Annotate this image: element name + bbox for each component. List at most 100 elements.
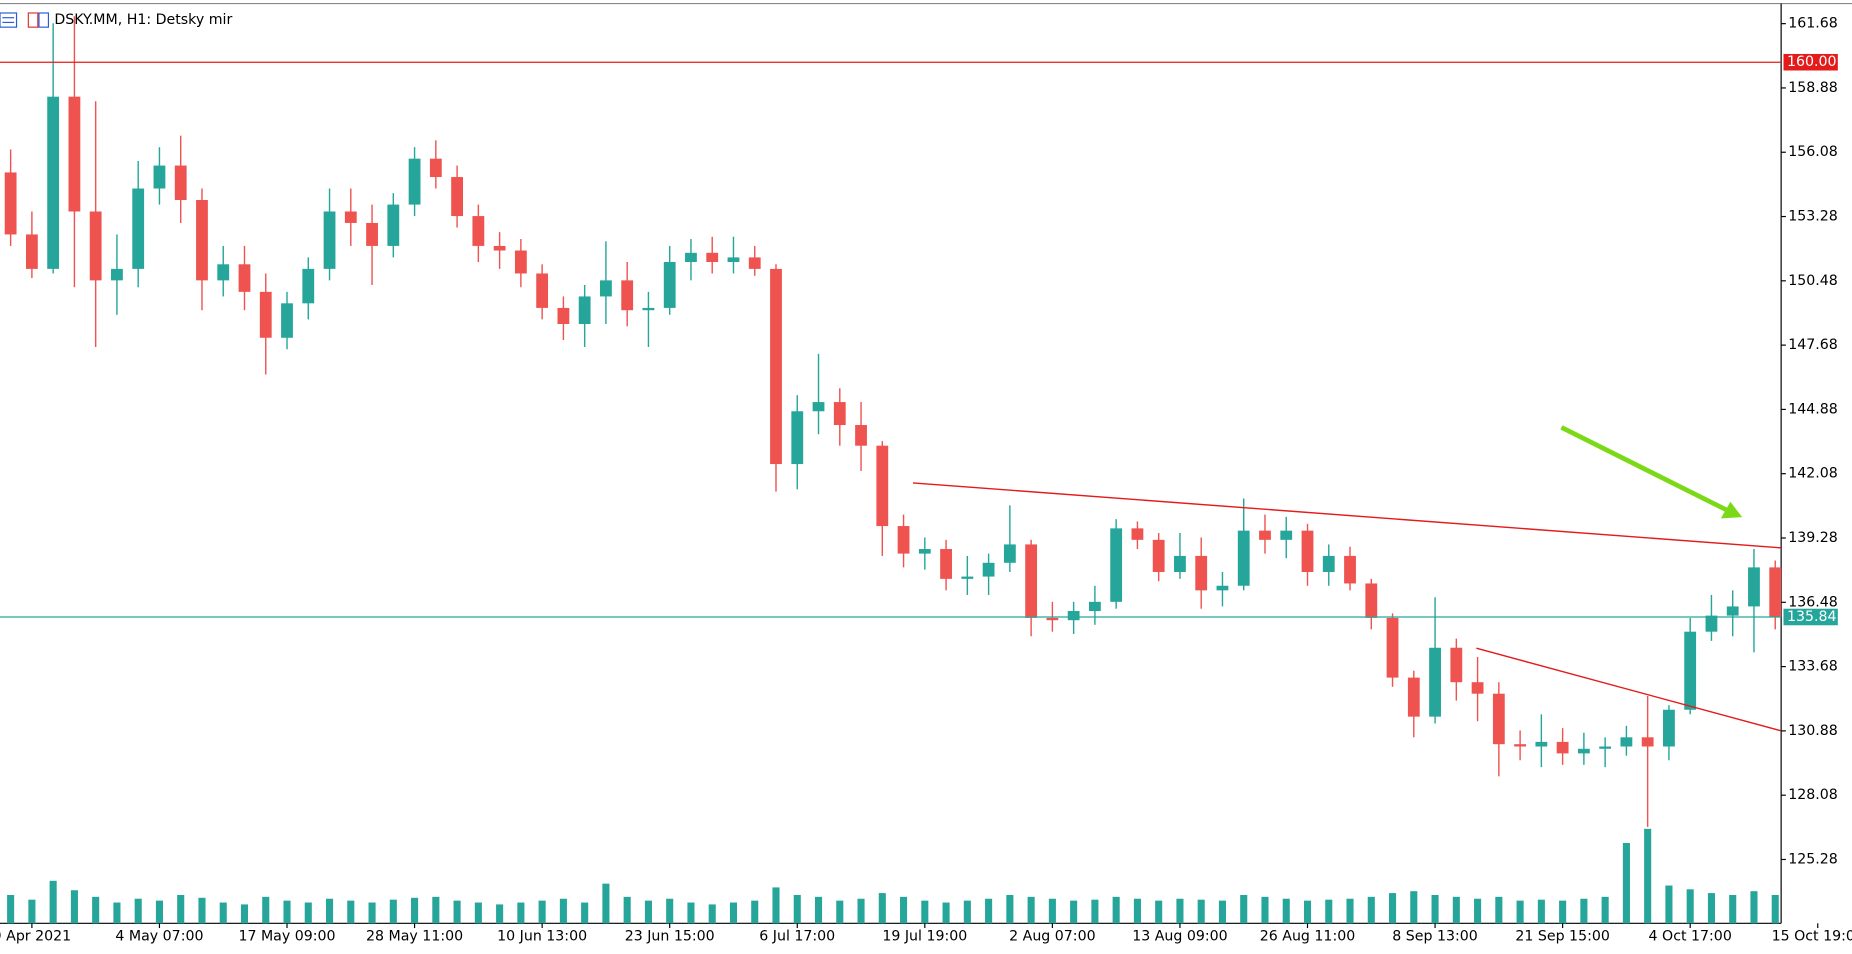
candle-body: [1748, 567, 1760, 607]
level-label: 135.84: [1787, 609, 1837, 625]
candle-body: [600, 280, 612, 297]
candle-body: [1216, 585, 1229, 591]
volume-bar: [347, 900, 355, 924]
y-tick-label: 125.28: [1788, 851, 1838, 867]
candle-body: [89, 211, 102, 281]
candle-body: [493, 245, 506, 251]
volume-bar: [1686, 889, 1694, 924]
candle-body: [578, 296, 591, 324]
volume-bar: [814, 896, 823, 924]
candle-body: [897, 526, 910, 554]
volume-bar: [836, 900, 844, 924]
volume-bar: [325, 898, 334, 924]
candle-body: [68, 96, 81, 212]
candle-body: [1365, 583, 1378, 618]
toolbar-icons[interactable]: [0, 12, 50, 28]
volume-bar: [7, 894, 15, 924]
volume-bar: [1261, 896, 1269, 924]
x-tick-label: 19 Jul 19:00: [882, 928, 967, 944]
volume-bar: [1112, 896, 1120, 924]
volume-bar: [1346, 898, 1354, 924]
volume-bar: [1006, 894, 1014, 924]
candle-body: [982, 562, 995, 577]
candle-body: [1471, 682, 1484, 694]
volume-bar: [28, 899, 36, 924]
candle-body: [1131, 528, 1144, 540]
volume-bar: [1729, 894, 1737, 924]
candle-body: [1429, 647, 1441, 717]
volume-bar: [240, 904, 249, 924]
volume-bar: [1070, 900, 1078, 924]
volume-bar: [1303, 900, 1312, 924]
candle-body: [1301, 530, 1314, 572]
volume-bar: [581, 902, 589, 924]
x-tick-label: 9 Apr 2021: [0, 928, 71, 944]
y-tick-label: 156.08: [1788, 144, 1838, 160]
candle-body: [1259, 530, 1271, 540]
x-tick-label: 2 Aug 07:00: [1009, 928, 1095, 944]
volume-bar: [963, 900, 971, 924]
arrow-shaft: [1560, 425, 1728, 513]
candle-body: [833, 402, 846, 426]
y-tick-label: 128.08: [1788, 787, 1838, 803]
y-tick-label: 136.48: [1788, 594, 1838, 610]
x-tick-label: 17 May 09:00: [238, 928, 335, 944]
volume-bar: [177, 894, 185, 924]
candle-body: [111, 268, 123, 281]
volume-bar: [1027, 896, 1035, 924]
candle-body: [1046, 617, 1059, 621]
volume-bar: [1750, 891, 1758, 924]
candle-body: [25, 234, 38, 269]
candle-body: [748, 257, 761, 269]
candle-body: [706, 252, 719, 262]
candle-body: [876, 445, 889, 527]
x-tick-label: 4 Oct 17:00: [1649, 928, 1732, 944]
volume-bar: [496, 904, 504, 924]
volume-bar: [1325, 899, 1333, 924]
candle-body: [642, 307, 655, 311]
candle-body: [1003, 544, 1016, 563]
candle-body: [1237, 530, 1250, 586]
candle-body: [1620, 737, 1633, 747]
volume-bar: [304, 902, 312, 924]
chart-icon[interactable]: [27, 12, 39, 28]
volume-bar: [113, 902, 121, 924]
candle-body: [940, 549, 952, 579]
level-label-box: [1783, 53, 1838, 71]
candle-body: [1556, 741, 1569, 754]
volume-bar: [219, 902, 227, 924]
candle-body: [281, 303, 293, 338]
y-tick-label: 158.88: [1788, 80, 1838, 96]
volume-bar: [1240, 894, 1248, 924]
candle-body: [153, 165, 166, 189]
candle-body: [536, 273, 549, 308]
list-icon[interactable]: [0, 12, 18, 28]
volume-bar: [687, 902, 695, 924]
volume-bar: [538, 900, 546, 924]
volume-bar: [1537, 899, 1545, 924]
volume-bar: [708, 904, 716, 924]
volume-bar: [1367, 896, 1375, 924]
candle-body: [1152, 539, 1165, 572]
candle-body: [1599, 746, 1612, 749]
volume-bar: [1474, 898, 1482, 924]
candle-body: [1067, 611, 1080, 621]
volume-bar: [1644, 828, 1652, 924]
volume-bar: [1048, 898, 1056, 924]
volume-bar: [262, 896, 270, 924]
volume-bar: [389, 899, 397, 924]
trend-line: [1476, 647, 1782, 732]
candle-body: [302, 268, 315, 304]
candle-body: [1641, 737, 1654, 747]
chart-icon[interactable]: [38, 12, 50, 28]
candle-body: [1769, 567, 1782, 617]
volume-bar: [1197, 899, 1205, 924]
candle-body: [812, 402, 825, 412]
volume-bar: [644, 900, 652, 924]
volume-bar: [1091, 899, 1099, 924]
volume-bar: [1176, 898, 1184, 924]
volume-bar: [1133, 898, 1141, 924]
candle-body: [1726, 606, 1739, 616]
